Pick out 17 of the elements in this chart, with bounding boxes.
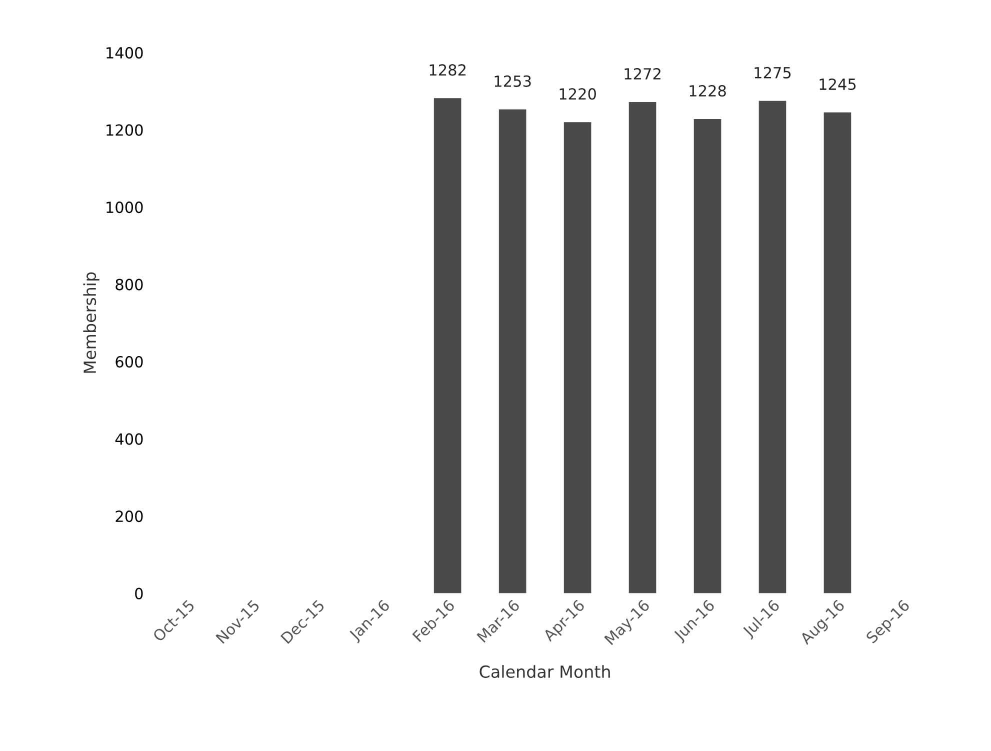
data-label: 1275 [754, 66, 791, 78]
data-label: 1245 [820, 78, 856, 90]
y-tick-label: 200 [116, 510, 143, 522]
y-tick-label: 0 [135, 588, 143, 600]
y-tick-label: 1200 [106, 124, 143, 136]
y-tick-label: 400 [115, 433, 143, 445]
data-label: 1253 [494, 75, 531, 87]
y-axis-title: Membership [83, 272, 100, 373]
y-tick-label: 1400 [106, 47, 143, 59]
data-label: 1220 [560, 88, 596, 100]
data-label: 1272 [624, 68, 660, 80]
data-label: 1228 [690, 85, 726, 97]
y-tick-label: 1000 [106, 202, 143, 214]
y-tick-label: 800 [116, 278, 143, 290]
x-axis-title: Calendar Month [480, 665, 610, 678]
y-tick-label: 600 [116, 356, 143, 368]
data-label: 1282 [430, 64, 466, 76]
